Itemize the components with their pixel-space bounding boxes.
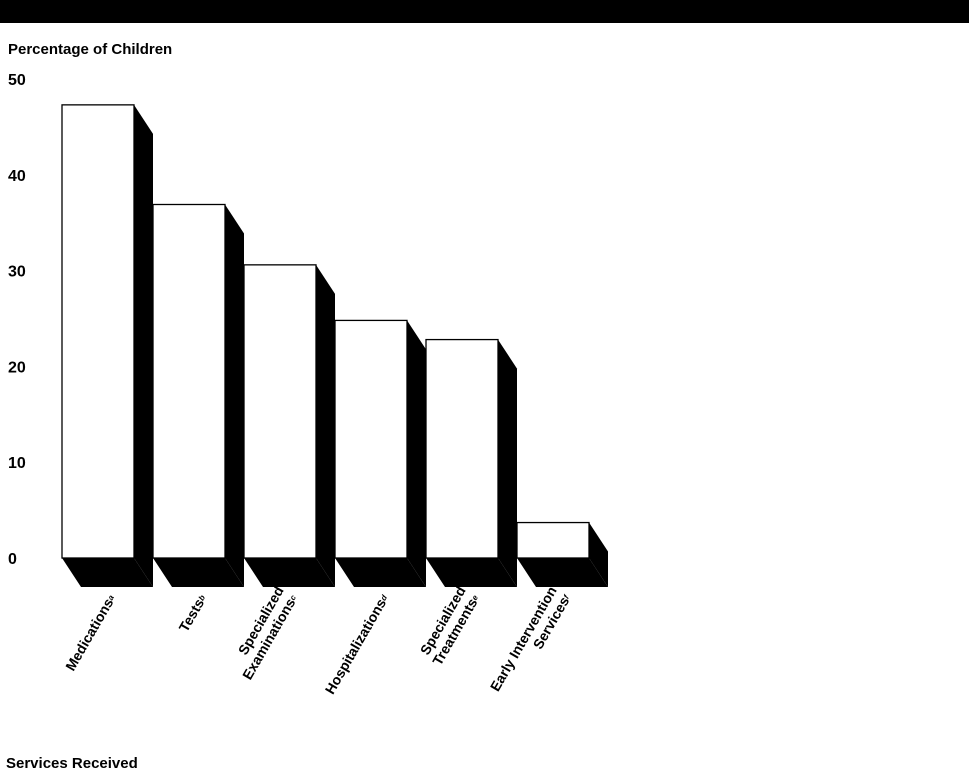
category-label-line: Testsb — [176, 591, 210, 634]
footnote-marker: f — [562, 592, 572, 600]
bar-floor — [62, 558, 153, 587]
x-axis-label: Services Received — [6, 755, 138, 772]
bar-floor — [153, 558, 244, 587]
bar-side — [316, 264, 335, 587]
y-tick-label: 10 — [8, 455, 26, 472]
bar — [516, 521, 608, 587]
category-label: Hospitalizationsd — [322, 591, 393, 697]
bar — [243, 264, 335, 587]
y-tick-label: 50 — [8, 72, 26, 89]
bar-face — [334, 319, 408, 559]
bar-floor — [244, 558, 335, 587]
bar — [61, 104, 153, 587]
bar — [425, 338, 517, 587]
bar-side — [589, 522, 608, 587]
bar-face — [243, 264, 317, 559]
bar-face — [516, 521, 590, 559]
bar-face — [425, 338, 499, 559]
category-label: Testsb — [176, 591, 210, 634]
y-tick-label: 30 — [8, 264, 26, 281]
footnote-marker: c — [288, 593, 298, 602]
footnote-marker: a — [106, 593, 116, 602]
bar-face — [61, 104, 135, 559]
bar-floor — [335, 558, 426, 587]
footnote-marker: b — [197, 593, 207, 602]
bar-floor — [426, 558, 517, 587]
bar-face — [152, 203, 226, 559]
bar-floor — [517, 558, 608, 587]
bar — [152, 203, 244, 588]
bar-side — [498, 339, 517, 587]
category-label-line: Hospitalizationsd — [322, 591, 393, 697]
y-axis-label: Percentage of Children — [8, 41, 173, 58]
bars-layer — [61, 104, 608, 588]
category-label: Medicationsa — [62, 591, 119, 673]
footnote-marker: d — [379, 593, 390, 603]
y-tick-label: 40 — [8, 168, 26, 185]
bar-side — [407, 320, 426, 587]
top-bar — [0, 0, 969, 23]
bar — [334, 319, 426, 587]
y-tick-label: 20 — [8, 359, 26, 376]
y-ticks: 0 10 20 30 40 50 — [8, 72, 26, 568]
category-label-line: Medicationsa — [62, 591, 119, 673]
bar-side — [134, 104, 153, 587]
y-tick-label: 0 — [8, 551, 17, 568]
category-labels: Medicationsa Testsb SpecializedExamination… — [62, 584, 575, 697]
footnote-marker: e — [470, 593, 480, 602]
bar-side — [225, 204, 244, 588]
